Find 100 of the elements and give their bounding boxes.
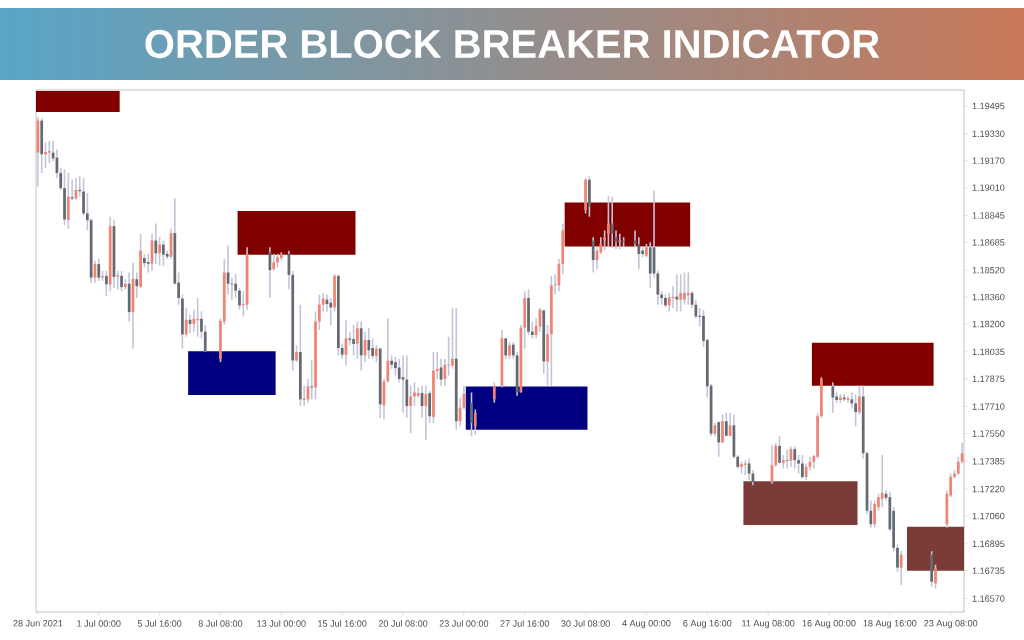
x-tick-label: 5 Jul 16:00 bbox=[137, 620, 182, 627]
candlestick bbox=[329, 297, 333, 326]
y-tick-label: 1.17385 bbox=[972, 458, 1005, 465]
candlestick bbox=[801, 454, 804, 480]
candlestick bbox=[66, 172, 70, 230]
candlestick bbox=[104, 270, 108, 298]
candlestick bbox=[124, 278, 127, 291]
candlestick bbox=[584, 177, 587, 215]
x-tick-label: 15 Jul 16:00 bbox=[318, 620, 367, 627]
candlestick bbox=[120, 270, 123, 293]
candlestick bbox=[778, 435, 781, 465]
candlestick bbox=[873, 499, 876, 529]
candlestick bbox=[679, 273, 683, 313]
candlestick bbox=[317, 293, 321, 331]
candlestick bbox=[162, 239, 165, 267]
candlestick bbox=[390, 354, 393, 370]
y-tick-label: 1.19495 bbox=[972, 102, 1005, 110]
y-tick-label: 1.16570 bbox=[972, 595, 1005, 602]
x-tick-label: 18 Aug 16:00 bbox=[863, 620, 917, 629]
y-tick-label: 1.18035 bbox=[972, 348, 1005, 356]
y-tick-label: 1.19170 bbox=[972, 157, 1005, 164]
candlestick bbox=[295, 344, 298, 363]
candlestick bbox=[337, 273, 340, 357]
candlestick bbox=[793, 445, 797, 470]
candlestick bbox=[686, 271, 690, 306]
candlestick bbox=[880, 454, 884, 509]
y-tick-label: 1.18685 bbox=[972, 239, 1005, 246]
candlestick bbox=[413, 381, 416, 407]
candlestick bbox=[549, 275, 553, 387]
x-tick-label: 16 Aug 00:00 bbox=[802, 620, 856, 629]
candlestick bbox=[607, 195, 610, 249]
x-tick-label: 27 Jul 16:00 bbox=[500, 620, 550, 627]
candlestick bbox=[470, 391, 473, 438]
candlestick bbox=[97, 258, 101, 282]
y-tick-label: 1.17710 bbox=[972, 403, 1005, 410]
candlestick bbox=[641, 245, 644, 259]
candlestick bbox=[82, 177, 85, 216]
candlestick bbox=[352, 324, 355, 357]
y-tick-label: 1.17875 bbox=[972, 375, 1005, 382]
candlestick bbox=[154, 222, 158, 265]
candlestick bbox=[101, 270, 104, 282]
candlestick bbox=[181, 293, 184, 350]
candlestick bbox=[276, 253, 279, 269]
candlestick bbox=[348, 330, 352, 347]
candlestick bbox=[839, 393, 842, 404]
candlestick bbox=[367, 327, 371, 360]
x-tick-label: 8 Jul 08:00 bbox=[198, 620, 243, 627]
x-tick-label: 23 Aug 08:00 bbox=[924, 620, 978, 629]
candlestick bbox=[740, 461, 743, 475]
candlestick bbox=[664, 293, 667, 309]
candlestick bbox=[116, 270, 120, 291]
candlestick bbox=[473, 408, 477, 436]
candlestick bbox=[717, 420, 721, 458]
candlestick bbox=[546, 324, 549, 387]
candlestick bbox=[314, 310, 317, 401]
candlestick bbox=[934, 563, 937, 590]
candlestick bbox=[842, 393, 846, 402]
x-tick-label: 4 Aug 00:00 bbox=[622, 620, 671, 629]
y-tick-label: 1.19330 bbox=[972, 130, 1005, 137]
candlestick bbox=[645, 243, 648, 259]
candlestick bbox=[409, 384, 412, 434]
candlestick bbox=[135, 271, 139, 299]
x-tick-label: 13 Jul 00:00 bbox=[257, 620, 306, 627]
y-tick-label: 1.18200 bbox=[972, 320, 1005, 328]
y-tick-label: 1.17060 bbox=[972, 512, 1005, 520]
candlestick bbox=[47, 140, 51, 164]
candlestick bbox=[375, 344, 378, 363]
candlestick bbox=[234, 273, 238, 299]
candlestick bbox=[820, 376, 823, 419]
y-tick-label: 1.18520 bbox=[972, 266, 1005, 274]
chart-title: ORDER BLOCK BREAKER INDICATOR bbox=[145, 29, 880, 59]
x-tick-label: 28 Jun 2021 bbox=[13, 620, 63, 627]
candlestick bbox=[588, 175, 591, 218]
candlestick bbox=[858, 384, 861, 416]
candlestick bbox=[492, 381, 496, 404]
y-tick-label: 1.17220 bbox=[972, 485, 1005, 493]
y-tick-label: 1.19010 bbox=[972, 184, 1005, 191]
x-tick-label: 1 Jul 00:00 bbox=[77, 620, 121, 627]
candlestick bbox=[591, 236, 595, 274]
x-tick-label: 11 Aug 08:00 bbox=[742, 620, 795, 629]
candlestick bbox=[899, 550, 903, 586]
y-tick-label: 1.18845 bbox=[972, 212, 1005, 219]
candlestick bbox=[184, 307, 188, 338]
x-tick-label: 30 Jul 08:00 bbox=[561, 620, 610, 627]
candlestick bbox=[831, 381, 835, 414]
x-tick-label: 23 Jul 00:00 bbox=[439, 620, 489, 627]
candlestick bbox=[610, 195, 614, 249]
candlestick bbox=[675, 273, 679, 313]
candlestick bbox=[508, 341, 511, 360]
candlestick bbox=[850, 391, 854, 409]
candlestick bbox=[854, 393, 857, 428]
candlestick bbox=[158, 236, 161, 267]
y-tick-label: 1.17550 bbox=[972, 430, 1005, 437]
candlestick bbox=[143, 253, 146, 269]
candlestick bbox=[356, 320, 359, 360]
candlestick bbox=[310, 359, 314, 401]
candlestick bbox=[424, 384, 428, 441]
y-tick-label: 1.16895 bbox=[972, 540, 1005, 548]
candlestick bbox=[63, 168, 66, 227]
candlestick bbox=[781, 454, 785, 470]
